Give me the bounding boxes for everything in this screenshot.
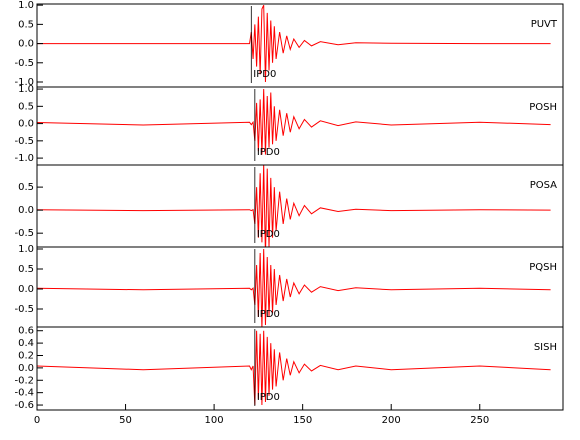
y-tick-label: -1.0 [14, 77, 34, 88]
waveform [37, 248, 551, 327]
pick-label: IPD0 [257, 229, 280, 240]
panel-frame [36, 86, 564, 166]
panel [37, 330, 551, 406]
y-tick-label: -0.5 [14, 228, 34, 239]
x-tick-label: 100 [205, 415, 224, 426]
station-label: POSH [529, 102, 557, 113]
y-tick-label: 0.2 [18, 350, 34, 361]
y-tick-label: -0.4 [14, 388, 34, 399]
y-tick-label: 0.5 [18, 101, 34, 112]
y-tick-label: 0.4 [18, 338, 34, 349]
waveform [37, 89, 551, 155]
y-tick-label: 1.0 [18, 84, 34, 95]
station-label: POSA [530, 180, 557, 191]
y-tick-label: -0.5 [14, 58, 34, 69]
panel-frame [36, 164, 564, 248]
panel [37, 89, 551, 155]
pick-label: IPD0 [257, 309, 280, 320]
y-tick-label: -0.5 [14, 304, 34, 315]
y-tick-label: -0.2 [14, 375, 34, 386]
panel [37, 165, 551, 247]
y-tick-label: 0.0 [18, 119, 34, 130]
y-tick-label: 0.0 [18, 284, 34, 295]
panel [37, 4, 551, 83]
y-tick-label: -0.5 [14, 136, 34, 147]
x-tick-label: 200 [382, 415, 401, 426]
waveform [37, 4, 551, 83]
waveform [37, 330, 551, 406]
x-tick-label: 0 [34, 415, 40, 426]
panel-frame [36, 246, 564, 328]
panel [37, 248, 551, 327]
station-label: SISH [534, 342, 557, 353]
y-tick-label: 0.6 [18, 326, 34, 337]
station-label: PQSH [529, 262, 557, 273]
panel-frame [36, 326, 564, 411]
y-tick-label: -1.0 [14, 153, 34, 164]
y-tick-label: 0.0 [18, 205, 34, 216]
y-tick-label: 0.5 [18, 19, 34, 30]
x-tick-label: 150 [293, 415, 312, 426]
y-tick-label: 0.0 [18, 363, 34, 374]
pick-label: IPD0 [257, 147, 280, 158]
x-tick-label: 250 [470, 415, 489, 426]
y-tick-label: 1.0 [18, 0, 34, 11]
y-tick-label: 0.5 [18, 182, 34, 193]
y-tick-label: 1.0 [18, 244, 34, 255]
waveform [37, 165, 551, 247]
station-label: PUVT [531, 19, 558, 30]
x-tick-label: 50 [119, 415, 132, 426]
y-tick-label: 0.5 [18, 264, 34, 275]
y-tick-label: 0.0 [18, 39, 34, 50]
y-tick-label: -0.6 [14, 400, 34, 411]
pick-label: IPD0 [253, 69, 276, 80]
pick-label: IPD0 [257, 392, 280, 403]
